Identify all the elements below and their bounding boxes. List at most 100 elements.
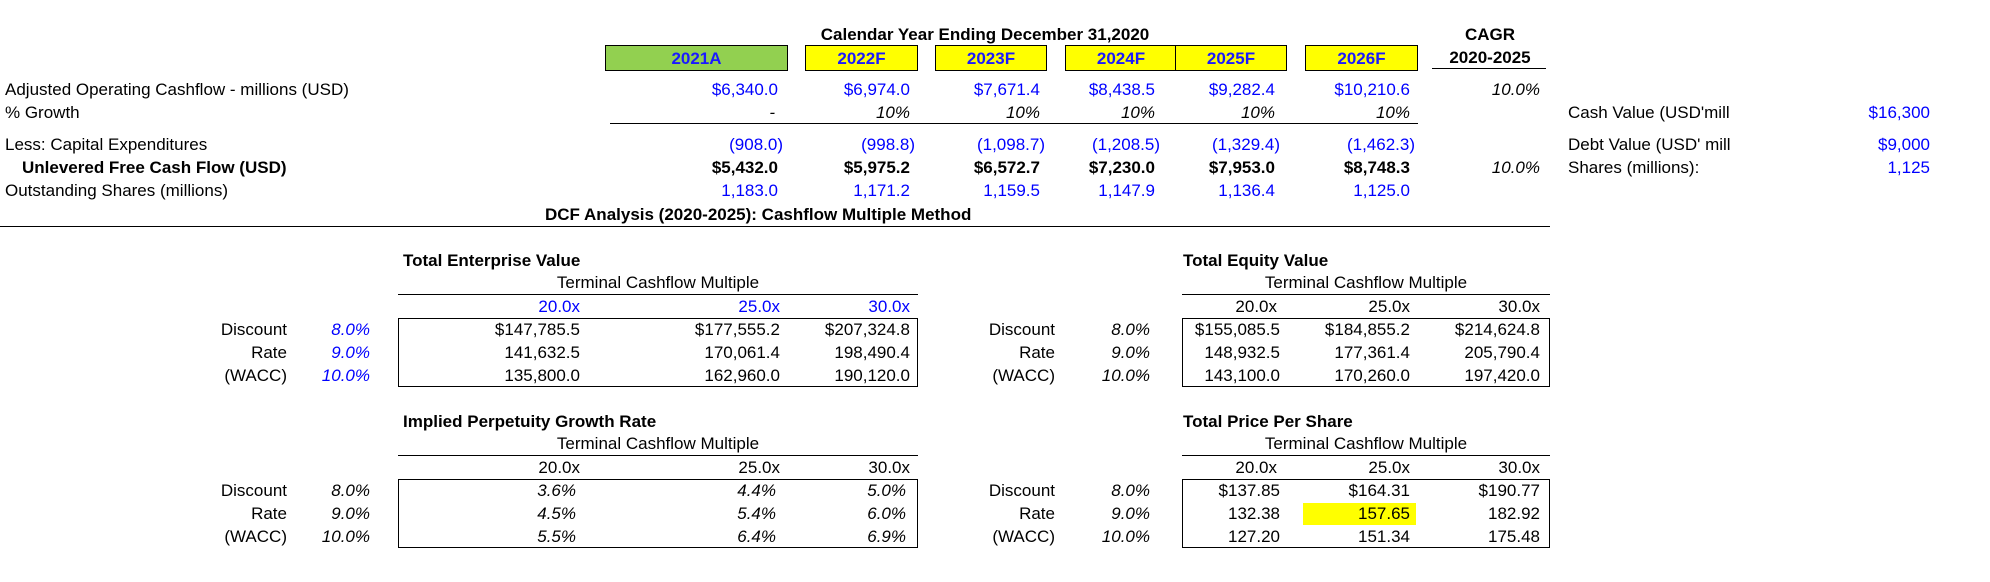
debt-value: $9,000 — [1878, 135, 1930, 154]
pg-multiple-header: Terminal Cashflow Multiple — [556, 434, 760, 453]
cagr-period: 2020-2025 — [1449, 48, 1531, 67]
ufcf-cagr: 10.0% — [1491, 158, 1540, 177]
ps-multiple-25x: 25.0x — [1368, 458, 1410, 477]
ev-row-label-wacc: (WACC) — [224, 366, 287, 385]
ufcf-label: Unlevered Free Cash Flow (USD) — [22, 158, 287, 177]
ps-multiple-20x: 20.0x — [1235, 458, 1277, 477]
ps-multiple-header: Terminal Cashflow Multiple — [1264, 434, 1468, 453]
pg-rate-9: 9.0% — [331, 504, 370, 523]
pg-multiple-30x: 30.0x — [868, 458, 910, 477]
eq-rate-10: 10.0% — [1101, 366, 1150, 385]
ev-cell: $177,555.2 — [694, 320, 780, 339]
ev-cell: 135,800.0 — [504, 366, 580, 385]
growth-2021a: - — [769, 103, 775, 122]
eq-cell: 143,100.0 — [1204, 366, 1280, 385]
pg-cell: 6.9% — [867, 527, 906, 546]
ufcf-2025f: $7,953.0 — [1208, 158, 1275, 177]
ps-cell: $164.31 — [1348, 481, 1410, 500]
pg-title: Implied Perpetuity Growth Rate — [403, 412, 657, 431]
pg-cell: 3.6% — [537, 481, 576, 500]
year-header-2025f: 2025F — [1175, 45, 1287, 71]
ps-cell: $190.77 — [1478, 481, 1540, 500]
eq-multiple-25x: 25.0x — [1368, 297, 1410, 316]
eq-table-box — [1182, 318, 1550, 387]
shares-label: Outstanding Shares (millions) — [5, 181, 228, 200]
ev-row-label-rate: Rate — [251, 343, 287, 362]
ev-cell: 198,490.4 — [834, 343, 910, 362]
pg-rate-10: 10.0% — [321, 527, 370, 546]
ufcf-2023f: $6,572.7 — [973, 158, 1040, 177]
pg-multiple-25x: 25.0x — [738, 458, 780, 477]
ps-row-label-discount: Discount — [988, 481, 1055, 500]
year-header-2023f: 2023F — [935, 45, 1047, 71]
calendar-year-title: Calendar Year Ending December 31,2020 — [820, 25, 1150, 44]
capex-2021a: (908.0) — [729, 135, 783, 154]
shares-2025f: 1,136.4 — [1218, 181, 1275, 200]
side-shares-label: Shares (millions): — [1568, 158, 1700, 177]
pg-rate-8: 8.0% — [331, 481, 370, 500]
pg-cell: 5.5% — [537, 527, 576, 546]
ps-title: Total Price Per Share — [1183, 412, 1353, 431]
ps-table-box — [1182, 479, 1550, 548]
ps-multiple-30x: 30.0x — [1498, 458, 1540, 477]
ps-header-underline — [1182, 455, 1550, 456]
cash-value-label: Cash Value (USD'mill — [1568, 103, 1730, 122]
eq-cell: $155,085.5 — [1194, 320, 1280, 339]
pg-row-label-discount: Discount — [220, 481, 287, 500]
ev-multiple-30x: 30.0x — [868, 297, 910, 316]
ps-cell: 175.48 — [1488, 527, 1540, 546]
cagr-title: CAGR — [1464, 25, 1516, 44]
ev-rate-9: 9.0% — [331, 343, 370, 362]
pg-table-box — [398, 479, 918, 548]
pg-cell: 6.0% — [867, 504, 906, 523]
ev-cell: $147,785.5 — [494, 320, 580, 339]
ev-cell: $207,324.8 — [824, 320, 910, 339]
shares-2022f: 1,171.2 — [853, 181, 910, 200]
eq-multiple-20x: 20.0x — [1235, 297, 1277, 316]
ufcf-2022f: $5,975.2 — [843, 158, 910, 177]
ps-cell-highlighted: 157.65 — [1358, 504, 1410, 523]
ocf-2023f: $7,671.4 — [973, 80, 1040, 99]
ps-cell: 182.92 — [1488, 504, 1540, 523]
eq-rate-8: 8.0% — [1111, 320, 1150, 339]
ev-cell: 162,960.0 — [704, 366, 780, 385]
eq-header-underline — [1182, 294, 1550, 295]
ocf-2024f: $8,438.5 — [1088, 80, 1155, 99]
shares-2026f: 1,125.0 — [1353, 181, 1410, 200]
pg-cell: 4.5% — [537, 504, 576, 523]
year-header-2026f: 2026F — [1305, 45, 1418, 71]
growth-2025f: 10% — [1240, 103, 1275, 122]
shares-2023f: 1,159.5 — [983, 181, 1040, 200]
ps-cell: 127.20 — [1228, 527, 1280, 546]
ev-title: Total Enterprise Value — [403, 251, 581, 270]
side-shares-value: 1,125 — [1887, 158, 1930, 177]
ocf-2022f: $6,974.0 — [843, 80, 910, 99]
ufcf-2026f: $8,748.3 — [1343, 158, 1410, 177]
ev-multiple-header: Terminal Cashflow Multiple — [556, 273, 760, 292]
cagr-underline — [1432, 68, 1546, 69]
pg-cell: 5.0% — [867, 481, 906, 500]
ufcf-2024f: $7,230.0 — [1088, 158, 1155, 177]
ps-highlight — [1303, 503, 1416, 525]
year-header-2021a: 2021A — [605, 45, 788, 71]
eq-row-label-rate: Rate — [1019, 343, 1055, 362]
growth-2023f: 10% — [1005, 103, 1040, 122]
year-header-2024f: 2024F — [1065, 45, 1177, 71]
ocf-cagr: 10.0% — [1491, 80, 1540, 99]
capex-2022f: (998.8) — [861, 135, 915, 154]
pg-cell: 6.4% — [737, 527, 776, 546]
ps-row-label-rate: Rate — [1019, 504, 1055, 523]
eq-cell: 177,361.4 — [1334, 343, 1410, 362]
ps-cell: 132.38 — [1228, 504, 1280, 523]
ufcf-2021a: $5,432.0 — [711, 158, 778, 177]
eq-cell: 170,260.0 — [1334, 366, 1410, 385]
growth-2026f: 10% — [1375, 103, 1410, 122]
capex-2023f: (1,098.7) — [976, 135, 1045, 154]
eq-cell: $184,855.2 — [1324, 320, 1410, 339]
ev-rate-10: 10.0% — [321, 366, 370, 385]
eq-row-label-wacc: (WACC) — [992, 366, 1055, 385]
ev-row-label-discount: Discount — [220, 320, 287, 339]
capex-2025f: (1,329.4) — [1211, 135, 1280, 154]
capex-label: Less: Capital Expenditures — [5, 135, 208, 154]
pg-header-underline — [398, 455, 918, 456]
